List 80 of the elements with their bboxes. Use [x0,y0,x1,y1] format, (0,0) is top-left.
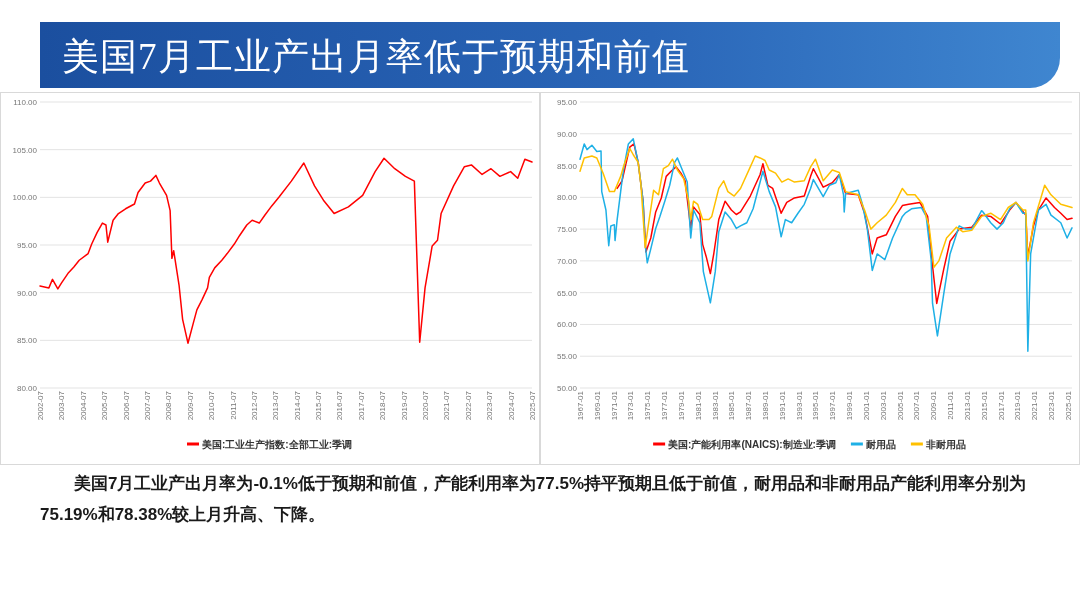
x-tick-label: 2009-07 [185,390,195,421]
x-tick-label: 2005-07 [100,390,110,421]
x-tick-label: 1991-01 [777,390,787,421]
y-tick-label: 95.00 [16,241,38,250]
x-tick-label: 2002-07 [36,390,45,421]
y-tick-label: 100.00 [12,193,38,203]
x-tick-label: 2007-07 [142,390,152,421]
y-tick-label: 105.00 [12,145,38,155]
y-tick-label: 80.00 [16,384,38,393]
x-tick-label: 1995-01 [811,390,821,421]
x-tick-label: 2017-01 [996,390,1006,421]
x-tick-label: 2025-07 [528,390,537,421]
x-tick-label: 2013-07 [271,390,281,421]
x-tick-label: 2006-07 [121,390,131,421]
x-tick-label: 2011-07 [228,390,238,420]
x-tick-label: 1967-01 [576,390,585,421]
x-tick-label: 1979-01 [676,390,686,421]
x-tick-label: 1971-01 [609,390,619,421]
y-tick-label: 90.00 [16,288,38,298]
x-tick-label: 2008-07 [164,390,174,421]
y-tick-label: 85.00 [556,161,578,171]
x-tick-label: 2012-07 [249,390,259,421]
x-tick-label: 1983-01 [710,390,720,421]
x-tick-label: 1977-01 [660,390,670,421]
x-tick-label: 2020-07 [421,390,431,421]
x-tick-label: 1973-01 [626,390,636,421]
y-tick-label: 70.00 [556,256,578,266]
x-tick-label: 2003-01 [878,390,888,421]
x-tick-label: 1999-01 [845,390,855,421]
x-tick-label: 1975-01 [643,390,653,421]
x-tick-label: 2025-01 [1063,390,1073,421]
x-tick-label: 2013-01 [962,390,972,421]
x-tick-label: 2021-07 [442,390,452,421]
x-tick-label: 1989-01 [761,390,771,421]
line-series [579,138,1073,352]
x-tick-label: 2010-07 [207,390,217,421]
line-series [39,157,533,344]
x-tick-label: 2015-07 [314,390,324,421]
x-tick-label: 2007-01 [912,390,922,421]
legend-label: 非耐用品 [924,438,966,450]
x-tick-label: 2019-07 [399,390,409,421]
y-tick-label: 50.00 [556,384,578,393]
x-tick-label: 2015-01 [979,390,989,421]
x-tick-label: 2023-07 [485,390,495,421]
x-tick-label: 2017-07 [356,390,366,421]
x-tick-label: 2005-01 [895,390,905,421]
y-tick-label: 85.00 [16,336,38,346]
x-tick-label: 2014-07 [292,390,302,421]
x-tick-label: 1985-01 [727,390,737,421]
x-tick-label: 1981-01 [693,390,703,421]
x-tick-label: 1987-01 [744,390,754,421]
x-tick-label: 2009-01 [929,390,939,421]
x-tick-label: 2003-07 [57,390,67,421]
x-tick-label: 2023-01 [1046,390,1056,421]
x-tick-label: 2004-07 [78,390,88,421]
line-series [579,147,1073,268]
x-tick-label: 2016-07 [335,390,345,421]
y-tick-label: 80.00 [556,193,578,203]
x-tick-label: 1969-01 [592,390,602,421]
x-tick-label: 2019-01 [1013,390,1023,421]
y-tick-label: 110.00 [13,98,38,107]
legend-label: 美国:工业生产指数:全部工业:季调 [201,438,352,450]
y-tick-label: 60.00 [556,320,578,330]
y-tick-label: 75.00 [556,225,578,235]
y-tick-label: 90.00 [556,129,578,139]
x-tick-label: 1997-01 [828,390,838,421]
y-tick-label: 95.00 [556,98,578,107]
y-tick-label: 55.00 [556,352,578,362]
text: 美国7月工业产出月率低于预期和前值 [61,35,691,79]
x-tick-label: 2024-07 [506,390,516,421]
text: 美国7月工业产出月率为-0.1%低于预期和前值，产能利用率为77.5%持平预期且低于前值，耐用品和非耐用品产能利用率分别为75.19%和78.38%较上月升高、下降。 [40,473,1028,526]
x-tick-label: 2021-01 [1030,390,1040,421]
x-tick-label: 2001-01 [861,390,871,421]
y-tick-label: 65.00 [556,288,578,298]
x-tick-label: 2018-07 [378,390,388,421]
x-tick-label: 2011-01 [946,390,956,420]
x-tick-label: 2022-07 [463,390,473,421]
x-tick-label: 1993-01 [794,390,804,421]
legend-label: 耐用品 [865,438,896,450]
legend-label: 美国:产能利用率(NAICS):制造业:季调 [667,438,836,450]
